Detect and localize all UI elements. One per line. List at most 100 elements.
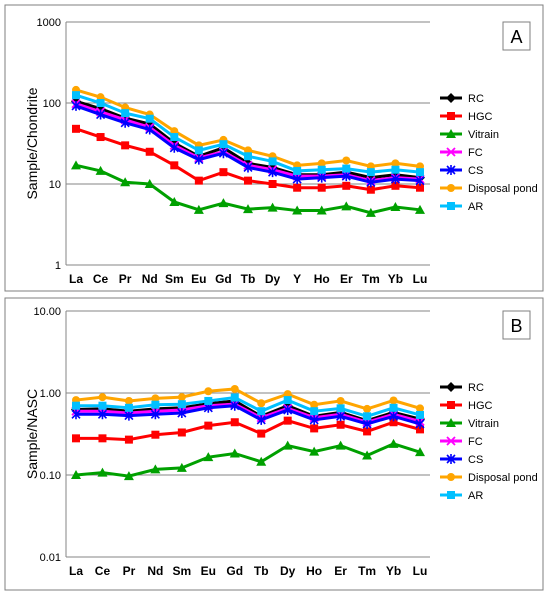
series-hgc-point bbox=[363, 427, 372, 436]
legend-vitrain-marker bbox=[446, 418, 456, 427]
legend-disposal-pond-marker bbox=[447, 184, 455, 192]
legend-rc-label: RC bbox=[468, 93, 484, 105]
series-vitrain-point bbox=[415, 447, 425, 457]
series-cs-point bbox=[309, 414, 319, 425]
panel-label: A bbox=[510, 27, 522, 47]
series-disposal-pond-point bbox=[230, 384, 239, 393]
legend-fc-marker bbox=[446, 436, 456, 446]
y-tick-label: 10.00 bbox=[33, 306, 61, 318]
series-ar-point bbox=[283, 396, 292, 405]
series-vitrain-point bbox=[292, 205, 303, 215]
series-cs-point bbox=[362, 418, 372, 429]
series-ar-point bbox=[342, 164, 351, 173]
series-cs-point bbox=[71, 100, 81, 111]
series-hgc-point bbox=[416, 425, 424, 434]
series-ar-point bbox=[194, 146, 203, 155]
series-disposal-pond-point bbox=[310, 400, 319, 409]
legend-cs-marker bbox=[446, 165, 456, 175]
series-cs-point bbox=[317, 172, 327, 183]
series-hgc-point bbox=[244, 176, 252, 185]
series-vitrain-point bbox=[243, 204, 253, 214]
series-hgc-point bbox=[317, 183, 326, 192]
legend-vitrain-label: Vitrain bbox=[468, 129, 499, 141]
series-vitrain-point bbox=[267, 202, 278, 212]
x-tick-label: Y bbox=[293, 272, 301, 286]
series-ar-point bbox=[72, 91, 80, 100]
series-vitrain-point bbox=[144, 179, 155, 188]
series-cs-point bbox=[150, 409, 160, 420]
x-tick-label: Eu bbox=[191, 272, 206, 286]
series-ar-point bbox=[96, 99, 105, 107]
series-hgc-point bbox=[72, 434, 80, 443]
x-tick-label: Tb bbox=[241, 272, 256, 286]
x-tick-label: Ce bbox=[95, 564, 111, 578]
x-tick-label: Yb bbox=[388, 272, 403, 286]
x-tick-label: Tm bbox=[362, 272, 380, 286]
series-cs-point bbox=[145, 124, 155, 135]
legend-rc-label: RC bbox=[468, 382, 484, 394]
series-vitrain-point bbox=[71, 470, 81, 479]
chart-panel-a: 1 10 100 1000 Sample/Chondrite La Ce Pr Nd Sm Eu Gd… bbox=[4, 4, 544, 292]
x-tick-label: La bbox=[69, 272, 83, 286]
series-vitrain-point bbox=[176, 462, 187, 472]
series-disposal-pond-point bbox=[363, 404, 372, 413]
series-cs-point bbox=[292, 174, 302, 185]
y-tick-label: 1 bbox=[55, 260, 61, 272]
series-ar-point bbox=[151, 400, 160, 409]
y-tick-label: 10 bbox=[49, 179, 61, 191]
series-ar-point bbox=[293, 166, 302, 175]
x-tick-label: Lu bbox=[413, 564, 428, 578]
series-ar-point bbox=[170, 133, 179, 142]
series-cs-point bbox=[169, 142, 179, 153]
series-vitrain-point bbox=[150, 464, 161, 474]
legend-fc-marker bbox=[446, 147, 456, 157]
series-cs-point bbox=[194, 154, 204, 165]
legend-vitrain-label: Vitrain bbox=[468, 418, 499, 430]
series-cs-point bbox=[256, 414, 266, 425]
x-tick-label: Ho bbox=[314, 272, 330, 286]
legend-cs-marker bbox=[446, 454, 456, 464]
y-axis-label: Sample/Chondrite bbox=[24, 87, 40, 199]
series-cs-point bbox=[243, 162, 253, 173]
series-disposal-pond-point bbox=[416, 404, 424, 413]
series-disposal-pond-point bbox=[98, 393, 107, 402]
series-disposal-pond-point bbox=[336, 396, 345, 405]
series-vitrain-point bbox=[203, 452, 214, 462]
series-cs-point bbox=[96, 109, 106, 120]
series-cs-point bbox=[230, 400, 240, 411]
series-ar-line bbox=[76, 396, 421, 418]
series-cs-point bbox=[341, 171, 351, 182]
series-ar-point bbox=[244, 152, 252, 161]
series-ar-point bbox=[416, 410, 424, 419]
x-tick-label: Ce bbox=[93, 272, 109, 286]
series-ar-point bbox=[363, 412, 372, 421]
series-vitrain-point bbox=[390, 202, 401, 212]
series-ar-point bbox=[72, 401, 80, 410]
y-axis-label: Sample/NASC bbox=[24, 389, 40, 479]
series-hgc-point bbox=[283, 416, 292, 425]
legend-hgc-marker bbox=[447, 401, 455, 409]
x-tick-label: Nd bbox=[147, 564, 163, 578]
series-hgc-point bbox=[177, 428, 186, 437]
x-tick-label: Tm bbox=[358, 564, 376, 578]
series-hgc-point bbox=[151, 430, 160, 439]
series-vitrain-point bbox=[95, 165, 106, 175]
series-disposal-pond-point bbox=[151, 394, 160, 403]
series-hgc-point bbox=[268, 180, 277, 188]
series-ar-point bbox=[219, 140, 228, 149]
panel-label-box bbox=[502, 21, 531, 51]
series-hgc-point bbox=[310, 424, 319, 433]
panel-label: B bbox=[510, 316, 522, 336]
series-vitrain-point bbox=[365, 207, 376, 217]
series-cs-point bbox=[71, 409, 81, 420]
series-disposal-pond-point bbox=[317, 159, 326, 168]
series-ar-point bbox=[416, 168, 424, 177]
series-vitrain-point bbox=[71, 160, 81, 170]
series-cs-point bbox=[124, 410, 134, 421]
series-fc-line bbox=[76, 402, 421, 424]
legend-vitrain-marker bbox=[446, 129, 456, 138]
series-vitrain-point bbox=[123, 471, 134, 481]
series-ar-point bbox=[121, 109, 130, 118]
x-tick-label: Gd bbox=[226, 564, 243, 578]
x-tick-label: Dy bbox=[265, 272, 281, 286]
